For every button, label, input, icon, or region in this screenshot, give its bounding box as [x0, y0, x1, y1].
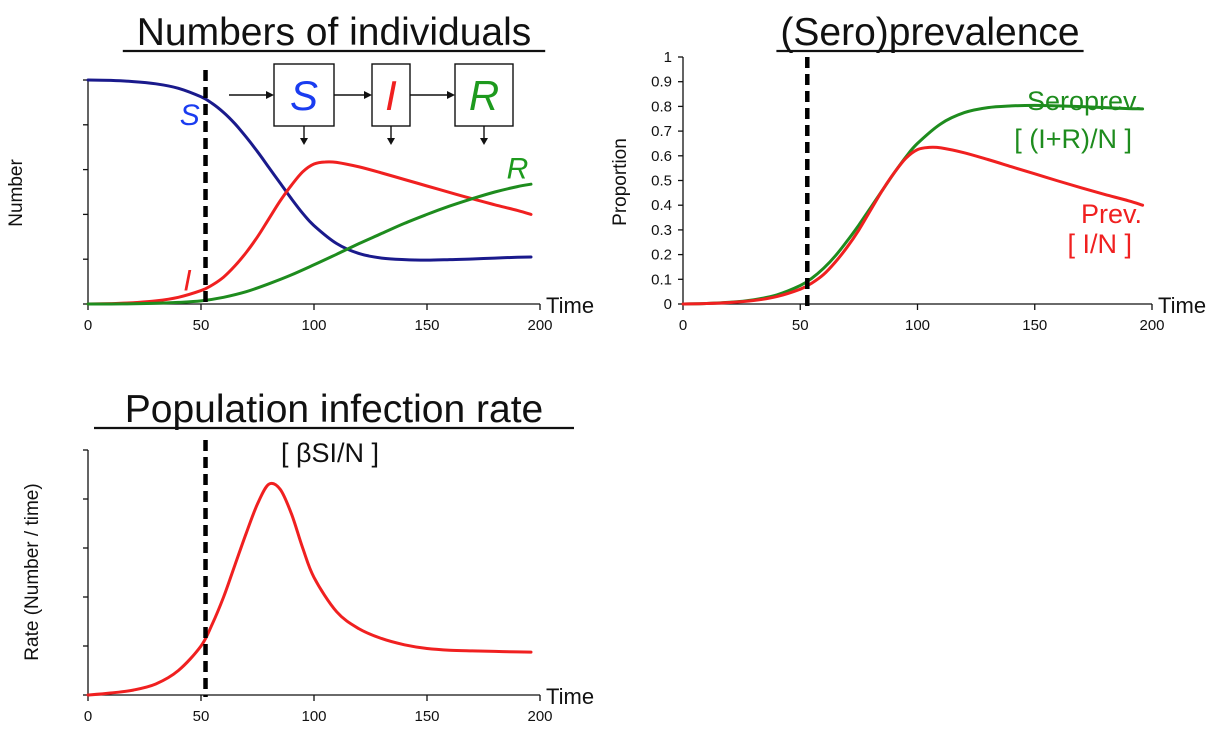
y-tick-label: 0.1 [651, 271, 672, 288]
y-tick-label: 0.5 [651, 173, 672, 190]
y-tick-label: 0.6 [651, 148, 672, 165]
series-line-prev [681, 145, 1145, 306]
series-label-s: S [180, 99, 200, 132]
chart-population-infection-rate: Population infection rate [ βSI/N ] 0 50 100… [22, 388, 594, 725]
x-tick-label: 0 [84, 317, 92, 334]
x-tick-label: 150 [1022, 317, 1047, 334]
x-tick-label: 50 [193, 317, 210, 334]
y-axis-label: Proportion [610, 138, 631, 226]
outflow-arrow-head [387, 138, 395, 145]
series-line-rate [86, 481, 533, 697]
y-tick-label: 0.9 [651, 74, 672, 91]
y-tick-label: 0.7 [651, 123, 672, 140]
compartment-box-i [371, 63, 411, 127]
series-label-r: R [507, 153, 529, 186]
y-tick-label: 0.2 [651, 247, 672, 264]
y-tick-label: 0 [664, 296, 672, 313]
chart-subtitle: [ βSI/N ] [281, 438, 379, 468]
x-tick-label: 50 [193, 708, 210, 725]
annotation-seroprev-name: Seroprev. [1027, 86, 1142, 116]
compartment-label-i: I [385, 72, 397, 119]
y-axis-label: Rate (Number / time) [22, 483, 43, 660]
x-axis-label: Time [546, 293, 594, 318]
x-tick-label: 50 [792, 317, 809, 334]
x-axis-label: Time [546, 684, 594, 709]
inflow-arrow-head [266, 91, 274, 99]
compartment-label-r: R [469, 72, 499, 119]
transition-arrow-head [447, 91, 455, 99]
chart-title: Numbers of individuals [137, 11, 532, 54]
x-tick-label: 100 [301, 708, 326, 725]
y-tick-label: 0.3 [651, 222, 672, 239]
outflow-arrow-head [300, 138, 308, 145]
x-axis-label: Time [1158, 293, 1206, 318]
series-line-r [86, 182, 533, 306]
x-tick-label: 150 [414, 708, 439, 725]
x-tick-label: 100 [301, 317, 326, 334]
x-tick-label: 200 [527, 317, 552, 334]
x-tick-label: 200 [1139, 317, 1164, 334]
y-tick-label: 0.4 [651, 197, 672, 214]
transition-arrow-head [364, 91, 372, 99]
y-axis-label: Number [6, 159, 27, 227]
chart-seroprevalence: (Sero)prevalence 0 50 100 150 200 0 0.1 0.2 0.3 0.… [610, 11, 1206, 334]
series-label-i: I [183, 265, 191, 298]
chart-title: Population infection rate [125, 388, 543, 431]
y-tick-label: 1 [664, 49, 672, 66]
x-tick-label: 200 [527, 708, 552, 725]
annotation-prev-formula: [ I/N ] [1067, 229, 1132, 259]
series-line-i [86, 160, 533, 306]
y-tick-label: 0.8 [651, 98, 672, 115]
x-tick-label: 100 [905, 317, 930, 334]
x-tick-label: 150 [414, 317, 439, 334]
annotation-prev-name: Prev. [1081, 199, 1142, 229]
chart-numbers-of-individuals: Numbers of individuals 0 50 100 150 200 Number… [6, 11, 594, 334]
compartment-label-s: S [290, 72, 318, 119]
chart-title: (Sero)prevalence [780, 11, 1079, 54]
x-tick-label: 0 [679, 317, 687, 334]
outflow-arrow-head [480, 138, 488, 145]
x-tick-label: 0 [84, 708, 92, 725]
annotation-seroprev-formula: [ (I+R)/N ] [1014, 124, 1132, 154]
